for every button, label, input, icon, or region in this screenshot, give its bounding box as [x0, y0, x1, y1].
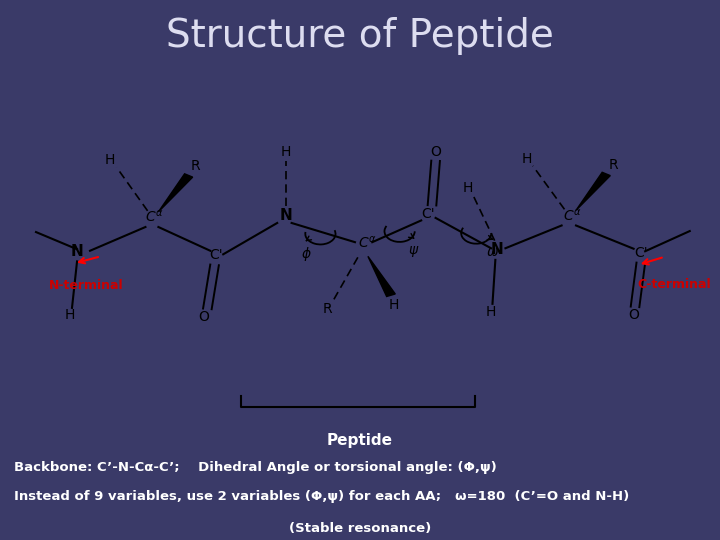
Text: H: H	[522, 152, 532, 166]
Text: Backbone: C’-N-Cα-C’;    Dihedral Angle or torsional angle: (Φ,ψ): Backbone: C’-N-Cα-C’; Dihedral Angle or …	[14, 461, 497, 474]
Text: H: H	[104, 153, 114, 167]
Text: Instead of 9 variables, use 2 variables (Φ,ψ) for each AA;   ω=180  (C’=O and N-: Instead of 9 variables, use 2 variables …	[14, 490, 630, 503]
Polygon shape	[368, 256, 395, 296]
Text: $\omega$: $\omega$	[485, 245, 499, 259]
Text: $C^{\alpha}$: $C^{\alpha}$	[358, 234, 377, 250]
Text: Structure of Peptide: Structure of Peptide	[166, 17, 554, 56]
Text: H: H	[463, 180, 473, 194]
Text: R: R	[323, 302, 333, 316]
Polygon shape	[576, 172, 611, 211]
Text: R: R	[608, 158, 618, 172]
Text: H: H	[486, 306, 496, 319]
Text: N-terminal: N-terminal	[49, 279, 124, 292]
Text: O: O	[430, 145, 441, 159]
Text: $C^{\alpha}$: $C^{\alpha}$	[563, 207, 582, 224]
Text: N: N	[490, 242, 503, 257]
Text: H: H	[389, 298, 399, 312]
Text: Peptide: Peptide	[327, 433, 393, 448]
Text: (Stable resonance): (Stable resonance)	[289, 522, 431, 535]
Text: N: N	[71, 244, 84, 259]
Text: $\phi$: $\phi$	[301, 245, 311, 263]
Text: C': C'	[210, 248, 222, 262]
Text: C': C'	[634, 246, 647, 260]
Text: $C^{\alpha}$: $C^{\alpha}$	[145, 209, 164, 225]
Text: N: N	[279, 208, 292, 223]
Polygon shape	[158, 174, 193, 212]
Text: C': C'	[422, 207, 435, 221]
Text: $\psi$: $\psi$	[408, 244, 420, 259]
Text: C-terminal: C-terminal	[637, 278, 711, 291]
Text: R: R	[191, 159, 201, 173]
Text: H: H	[281, 145, 291, 159]
Text: O: O	[198, 310, 210, 325]
Text: H: H	[65, 308, 75, 322]
Text: O: O	[628, 308, 639, 322]
